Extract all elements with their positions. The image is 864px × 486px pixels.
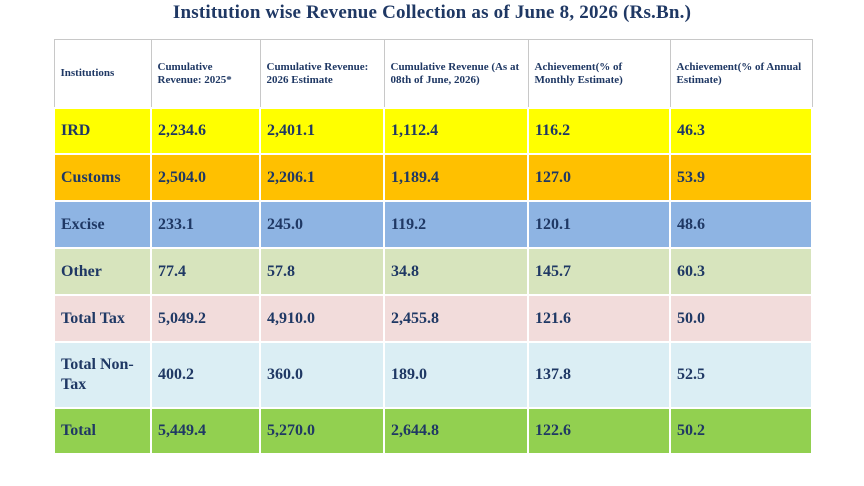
cell-institution: Customs [53,153,152,202]
cell-cumulative-actual: 2,455.8 [383,294,529,343]
cell-cumulative-2025: 77.4 [150,247,261,296]
cell-estimate-2026: 4,910.0 [259,294,385,343]
row-ird: IRD 2,234.6 2,401.1 1,112.4 116.2 46.3 [53,107,813,155]
cell-achievement-monthly: 121.6 [527,294,671,343]
header-cumulative-2025: Cumulative Revenue: 2025* [150,39,261,109]
cell-achievement-annual: 60.3 [669,247,813,296]
cell-achievement-annual: 52.5 [669,341,813,409]
cell-institution: Total Tax [53,294,152,343]
cell-achievement-monthly: 145.7 [527,247,671,296]
cell-achievement-monthly: 122.6 [527,407,671,455]
cell-cumulative-2025: 5,049.2 [150,294,261,343]
cell-estimate-2026: 57.8 [259,247,385,296]
cell-achievement-monthly: 127.0 [527,153,671,202]
row-other: Other 77.4 57.8 34.8 145.7 60.3 [53,247,813,296]
row-excise: Excise 233.1 245.0 119.2 120.1 48.6 [53,200,813,249]
cell-cumulative-actual: 189.0 [383,341,529,409]
cell-achievement-monthly: 116.2 [527,107,671,155]
cell-achievement-annual: 50.2 [669,407,813,455]
header-cumulative-actual: Cumulative Revenue (As at 08th of June, … [383,39,529,109]
header-achievement-monthly: Achievement(% of Monthly Estimate) [527,39,671,109]
cell-achievement-annual: 48.6 [669,200,813,249]
header-estimate-2026: Cumulative Revenue: 2026 Estimate [259,39,385,109]
cell-estimate-2026: 2,206.1 [259,153,385,202]
cell-institution: Total [53,407,152,455]
cell-estimate-2026: 2,401.1 [259,107,385,155]
cell-achievement-annual: 50.0 [669,294,813,343]
row-total: Total 5,449.4 5,270.0 2,644.8 122.6 50.2 [53,407,813,455]
header-achievement-annual: Achievement(% of Annual Estimate) [669,39,813,109]
row-total-tax: Total Tax 5,049.2 4,910.0 2,455.8 121.6 … [53,294,813,343]
cell-cumulative-2025: 400.2 [150,341,261,409]
cell-achievement-monthly: 120.1 [527,200,671,249]
row-customs: Customs 2,504.0 2,206.1 1,189.4 127.0 53… [53,153,813,202]
cell-cumulative-actual: 34.8 [383,247,529,296]
cell-cumulative-2025: 2,234.6 [150,107,261,155]
cell-estimate-2026: 5,270.0 [259,407,385,455]
cell-cumulative-actual: 1,189.4 [383,153,529,202]
cell-estimate-2026: 245.0 [259,200,385,249]
header-institutions: Institutions [53,39,152,109]
cell-cumulative-2025: 2,504.0 [150,153,261,202]
cell-achievement-annual: 53.9 [669,153,813,202]
cell-cumulative-actual: 2,644.8 [383,407,529,455]
cell-institution: Excise [53,200,152,249]
cell-cumulative-2025: 5,449.4 [150,407,261,455]
cell-institution: Total Non-Tax [53,341,152,409]
cell-cumulative-actual: 119.2 [383,200,529,249]
cell-achievement-monthly: 137.8 [527,341,671,409]
page-title: Institution wise Revenue Collection as o… [172,2,692,23]
row-total-non-tax: Total Non-Tax 400.2 360.0 189.0 137.8 52… [53,341,813,409]
cell-cumulative-2025: 233.1 [150,200,261,249]
cell-estimate-2026: 360.0 [259,341,385,409]
cell-institution: Other [53,247,152,296]
cell-achievement-annual: 46.3 [669,107,813,155]
cell-institution: IRD [53,107,152,155]
table-header-row: Institutions Cumulative Revenue: 2025* C… [53,39,813,109]
revenue-table: Institutions Cumulative Revenue: 2025* C… [53,39,813,455]
cell-cumulative-actual: 1,112.4 [383,107,529,155]
